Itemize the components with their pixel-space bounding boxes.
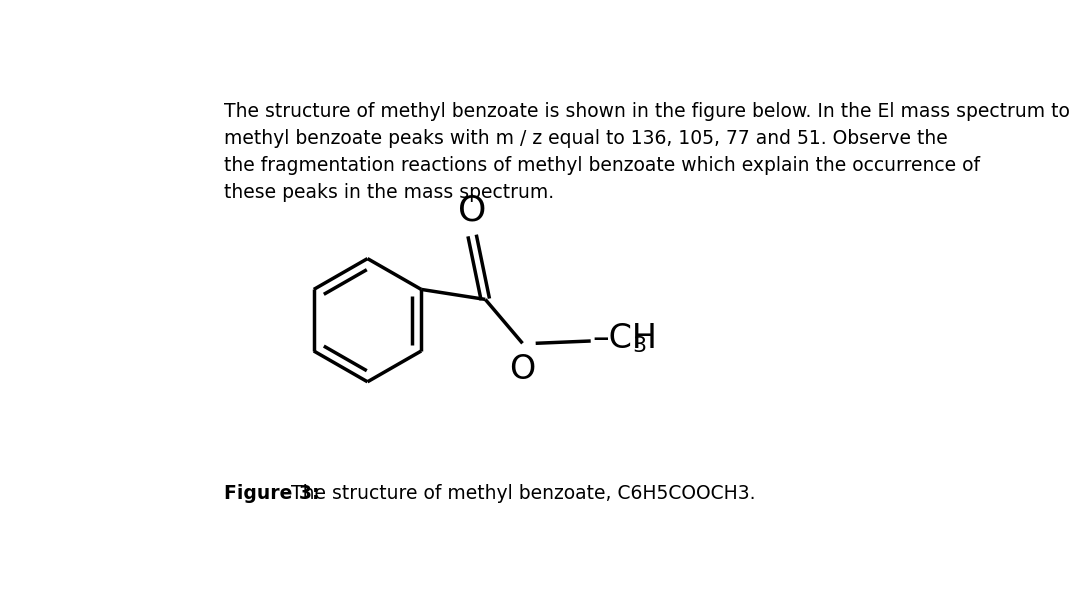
Text: 3: 3 — [632, 336, 646, 355]
Text: –CH: –CH — [592, 322, 657, 355]
Text: Figure 3:: Figure 3: — [225, 484, 320, 503]
Text: The structure of methyl benzoate is shown in the figure below. In the El mass sp: The structure of methyl benzoate is show… — [225, 102, 1070, 202]
Text: The structure of methyl benzoate, C6H5COOCH3.: The structure of methyl benzoate, C6H5CO… — [284, 484, 755, 503]
Text: O: O — [510, 352, 536, 386]
Text: O: O — [458, 194, 486, 228]
